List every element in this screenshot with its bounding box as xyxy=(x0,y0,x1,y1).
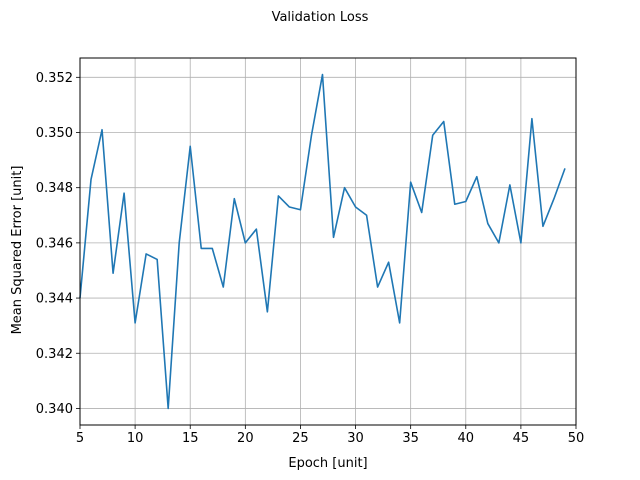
x-tick-label: 15 xyxy=(182,431,199,446)
x-tick-label: 45 xyxy=(513,431,530,446)
y-tick-label: 0.350 xyxy=(36,126,73,141)
x-tick-label: 40 xyxy=(458,431,475,446)
x-tick-label: 25 xyxy=(292,431,309,446)
y-tick-label: 0.348 xyxy=(36,181,73,196)
y-tick-label: 0.344 xyxy=(36,292,73,307)
y-tick-label: 0.352 xyxy=(36,71,73,86)
grid xyxy=(79,58,577,425)
chart-title: Validation Loss xyxy=(272,10,369,25)
x-tick-label: 30 xyxy=(347,431,364,446)
ticks: 5 10 15 20 25 30 35 40 45 50 0.340 0.342 0.344 0.346 0… xyxy=(36,71,584,446)
y-tick-label: 0.346 xyxy=(36,236,73,251)
x-tick-label: 20 xyxy=(237,431,254,446)
x-tick-label: 5 xyxy=(76,431,84,446)
x-tick-label: 35 xyxy=(402,431,419,446)
x-tick-label: 50 xyxy=(568,431,585,446)
y-tick-label: 0.340 xyxy=(36,402,73,417)
y-tick-label: 0.342 xyxy=(36,347,73,362)
series-layer xyxy=(79,73,566,410)
series-line xyxy=(79,73,566,410)
x-tick-label: 10 xyxy=(127,431,144,446)
y-axis-label: Mean Squared Error [unit] xyxy=(10,166,25,335)
x-axis-label: Epoch [unit] xyxy=(288,456,367,471)
plot-area-frame xyxy=(79,57,577,426)
